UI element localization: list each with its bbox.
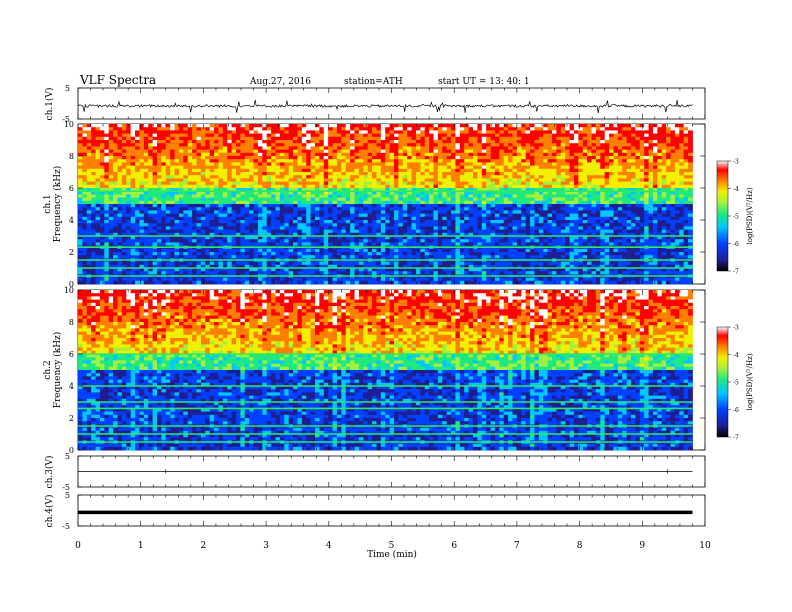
y-tick-label: -5	[62, 115, 70, 124]
x-tick-label: 1	[138, 541, 144, 551]
y-tick-label: 5	[65, 452, 70, 461]
y-tick-label: 10	[64, 120, 74, 129]
x-tick-label: 0	[75, 541, 81, 551]
ch1-spectrogram-heatmap	[78, 124, 693, 285]
x-tick-label: 9	[639, 541, 645, 551]
colorbar-tick-label: -6	[733, 241, 739, 248]
colorbar-tick-label: -4	[733, 186, 739, 193]
ch2-spectrogram-heatmap	[78, 290, 693, 451]
colorbar-ticks: -3 -4 -5 -6 -7 -3 -4 -5 -6 -7	[728, 159, 739, 442]
ch4-waveform-ylabel: ch.4(V)	[44, 495, 55, 528]
colorbar-tick-label: -3	[733, 325, 739, 332]
y-tick-label: 8	[69, 152, 74, 161]
y-tick-label: 6	[69, 184, 74, 193]
colorbar-tick-label: -3	[733, 159, 739, 166]
ch1-waveform-ylabel: ch.1(V)	[44, 88, 55, 121]
y-tick-label: 0	[69, 280, 74, 289]
station-label: station=ATH	[344, 77, 403, 87]
y-tick-label: -5	[62, 483, 70, 492]
y-tick-label: 4	[69, 382, 74, 391]
y-tick-label: 10	[64, 286, 74, 295]
start-time-label: start UT = 13: 40: 1	[438, 77, 530, 87]
x-tick-label: 4	[326, 541, 332, 551]
x-tick-label: 10	[699, 541, 711, 551]
y-tick-label: 5	[65, 84, 70, 93]
y-tick-label: 8	[69, 318, 74, 327]
ch2-colorbar	[716, 326, 729, 438]
ch1-colorbar-label: log(PSD)(V²/Hz)	[746, 187, 754, 244]
y-tick-label: 2	[69, 248, 74, 257]
x-axis-label: Time (min)	[367, 549, 417, 560]
x-tick-label: 8	[577, 541, 583, 551]
y-tick-label: 2	[69, 414, 74, 423]
ch1-colorbar	[716, 160, 729, 272]
y-tick-label: 4	[69, 216, 74, 225]
ch1-channel-label: ch.1	[43, 194, 53, 213]
x-tick-label: 2	[201, 541, 207, 551]
ch2-colorbar-label: log(PSD)(V²/Hz)	[746, 353, 754, 410]
x-tick-label: 5	[389, 541, 395, 551]
ch1-waveform-trace	[77, 99, 693, 114]
ch2-channel-label: ch.2	[43, 360, 53, 379]
x-tick-label: 3	[263, 541, 269, 551]
x-tick-label: 6	[451, 541, 457, 551]
date-label: Aug.27, 2016	[249, 77, 311, 87]
colorbar-tick-label: -7	[733, 435, 739, 442]
colorbar-tick-label: -5	[733, 214, 739, 221]
ch3-waveform-ylabel: ch.3(V)	[44, 456, 55, 489]
y-tick-label: 5	[65, 491, 70, 500]
ch2-frequency-ylabel: Frequency (kHz)	[52, 332, 63, 409]
colorbar-tick-label: -7	[733, 269, 739, 276]
y-tick-label: 0	[69, 446, 74, 455]
ch1-frequency-ylabel: Frequency (kHz)	[52, 166, 63, 243]
colorbar-tick-label: -6	[733, 407, 739, 414]
y-tick-label: -5	[62, 522, 70, 531]
y-tick-label: 6	[69, 350, 74, 359]
colorbar-tick-label: -5	[733, 380, 739, 387]
ch3-waveform-spikes	[165, 469, 668, 474]
figure-title: VLF Spectra	[79, 73, 156, 87]
x-tick-label: 7	[514, 541, 520, 551]
colorbar-tick-label: -4	[733, 352, 739, 359]
